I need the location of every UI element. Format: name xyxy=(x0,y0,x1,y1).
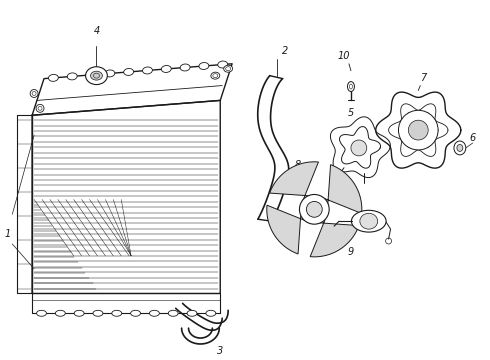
Polygon shape xyxy=(267,205,308,254)
Text: 9: 9 xyxy=(348,247,354,257)
Text: 8: 8 xyxy=(294,160,300,170)
Ellipse shape xyxy=(211,72,220,79)
Ellipse shape xyxy=(347,82,354,91)
Ellipse shape xyxy=(168,310,178,316)
Text: 6: 6 xyxy=(470,133,476,143)
Text: 10: 10 xyxy=(338,51,350,61)
Ellipse shape xyxy=(180,64,190,71)
Ellipse shape xyxy=(74,310,84,316)
Text: 1: 1 xyxy=(4,229,10,239)
Ellipse shape xyxy=(123,68,134,75)
Polygon shape xyxy=(270,162,318,203)
Ellipse shape xyxy=(55,310,65,316)
Ellipse shape xyxy=(149,310,159,316)
Circle shape xyxy=(299,194,329,224)
Ellipse shape xyxy=(351,210,386,232)
Polygon shape xyxy=(320,165,362,213)
Ellipse shape xyxy=(131,310,141,316)
Ellipse shape xyxy=(187,310,197,316)
Circle shape xyxy=(408,120,428,140)
Ellipse shape xyxy=(161,66,171,72)
Ellipse shape xyxy=(206,310,216,316)
Ellipse shape xyxy=(105,70,115,77)
Ellipse shape xyxy=(49,75,58,81)
Circle shape xyxy=(306,201,322,217)
Ellipse shape xyxy=(360,213,378,229)
Ellipse shape xyxy=(454,141,466,155)
Ellipse shape xyxy=(37,310,47,316)
Text: 2: 2 xyxy=(281,46,288,56)
Text: 4: 4 xyxy=(94,26,99,36)
Ellipse shape xyxy=(91,71,102,80)
Polygon shape xyxy=(310,215,359,257)
Ellipse shape xyxy=(86,67,107,85)
Ellipse shape xyxy=(67,73,77,80)
Text: 7: 7 xyxy=(420,73,426,82)
Ellipse shape xyxy=(112,310,122,316)
Ellipse shape xyxy=(93,310,103,316)
Ellipse shape xyxy=(30,90,38,98)
Ellipse shape xyxy=(224,65,233,72)
Circle shape xyxy=(351,140,367,156)
Ellipse shape xyxy=(457,144,463,152)
Ellipse shape xyxy=(36,104,44,112)
Ellipse shape xyxy=(86,71,96,78)
Ellipse shape xyxy=(199,63,209,69)
Ellipse shape xyxy=(143,67,152,74)
Circle shape xyxy=(398,110,438,150)
Ellipse shape xyxy=(218,61,228,68)
Text: 5: 5 xyxy=(348,108,354,118)
Text: 3: 3 xyxy=(217,346,223,356)
